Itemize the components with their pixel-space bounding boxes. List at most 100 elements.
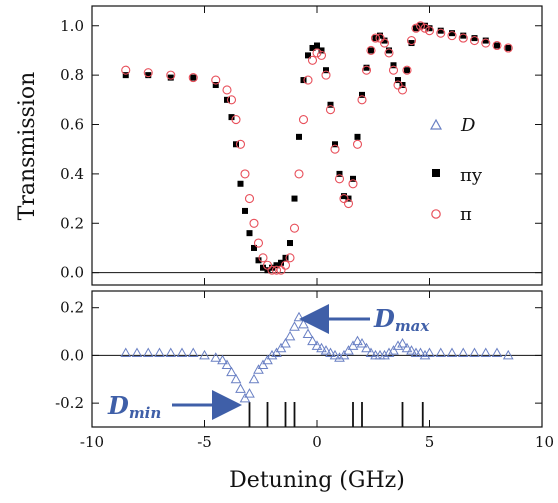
marker-pi-y — [327, 101, 334, 108]
marker-pi-y — [332, 141, 338, 148]
marker-d — [217, 354, 228, 365]
marker-pi-y — [482, 37, 489, 44]
marker-d — [329, 349, 341, 360]
marker-d — [388, 345, 399, 355]
marker-pi-y — [449, 30, 455, 37]
marker-d — [480, 347, 492, 358]
marker-d — [302, 328, 314, 338]
marker-pi-y — [309, 44, 316, 51]
bottom-y-tick-label: 0.0 — [60, 346, 84, 364]
marker-pi-y — [336, 170, 343, 177]
marker-pi — [276, 265, 286, 275]
marker-d — [334, 352, 345, 362]
marker-pi — [307, 55, 318, 65]
marker-pi-y — [381, 37, 388, 44]
legend-item-pi-y: πy — [432, 165, 483, 186]
marker-pi — [503, 43, 513, 53]
annotation-dmin: Dmin — [107, 390, 242, 422]
marker-pi — [481, 38, 491, 48]
bottom-panel: -0.2 0.0 0.2 -10 -5 0 5 10 Dmax Dmin Detuning (… — [55, 290, 554, 493]
marker-pi-y — [323, 67, 329, 74]
bottom-x-tick-label: 0 — [312, 433, 322, 451]
annotation-dmax-label: Dmax — [373, 304, 430, 335]
marker-d — [280, 337, 291, 348]
marker-d — [199, 349, 210, 360]
marker-pi-y — [359, 91, 365, 98]
marker-pi-y — [305, 52, 311, 59]
marker-d — [271, 347, 282, 358]
marker-pi — [352, 139, 363, 149]
top-panel: 0.0 0.2 0.4 0.6 0.8 1.0 Transmission D πy π — [15, 5, 543, 286]
marker-pi — [330, 144, 340, 154]
marker-d — [311, 340, 323, 350]
marker-pi — [458, 33, 468, 43]
marker-pi-y — [255, 257, 262, 264]
marker-pi — [397, 85, 408, 95]
marker-d — [446, 347, 458, 358]
marker-pi — [406, 36, 417, 46]
marker-d — [352, 335, 363, 346]
legend-marker-circle — [431, 209, 441, 219]
marker-pi-y — [505, 44, 512, 51]
marker-pi-y — [341, 193, 347, 200]
marker-pi — [361, 65, 372, 75]
legend-marker-square — [432, 169, 440, 177]
marker-pi-y — [368, 47, 374, 54]
transition-lines — [248, 402, 424, 427]
marker-pi-y — [190, 74, 197, 81]
legend-item-d: D — [429, 115, 476, 136]
marker-pi — [469, 36, 480, 46]
marker-d — [289, 321, 300, 331]
marker-pi-y — [251, 244, 257, 251]
marker-d — [491, 347, 503, 358]
marker-pi — [325, 105, 336, 115]
top-y-tick-label: 0.2 — [60, 214, 84, 232]
marker-pi — [375, 33, 385, 43]
marker-d — [356, 337, 368, 348]
top-axes: 0.0 0.2 0.4 0.6 0.8 1.0 — [60, 6, 543, 285]
marker-d — [266, 349, 278, 360]
marker-pi-y — [471, 35, 478, 42]
marker-d — [457, 347, 469, 358]
marker-d — [379, 349, 390, 360]
marker-d — [316, 342, 327, 353]
marker-pi — [271, 265, 282, 275]
marker-pi — [312, 48, 322, 58]
marker-pi — [166, 70, 176, 80]
marker-d — [176, 347, 188, 358]
marker-pi-y — [314, 42, 320, 49]
marker-d — [230, 373, 242, 384]
marker-pi — [388, 65, 399, 75]
marker-pi — [357, 95, 367, 105]
marker-d — [320, 345, 332, 355]
marker-pi — [348, 179, 358, 189]
marker-pi — [339, 194, 349, 204]
marker-pi-y — [390, 62, 397, 69]
marker-pi — [424, 26, 435, 36]
marker-pi — [420, 23, 430, 33]
marker-d — [325, 347, 336, 358]
marker-pi — [211, 75, 221, 85]
bottom-x-tick-label: 10 — [535, 433, 554, 451]
marker-d — [142, 347, 154, 358]
marker-pi-y — [408, 40, 415, 47]
marker-d — [131, 347, 143, 358]
marker-pi — [222, 85, 232, 95]
top-y-tick-label: 0.0 — [60, 264, 84, 282]
marker-d — [419, 349, 431, 360]
marker-pi-y — [395, 77, 401, 84]
marker-pi — [294, 169, 304, 179]
legend: D πy π — [429, 115, 483, 225]
marker-pi-y — [363, 64, 370, 71]
marker-d — [165, 347, 177, 358]
marker-pi — [253, 238, 264, 248]
marker-pi-y — [246, 230, 253, 237]
top-y-tick-label: 0.6 — [60, 116, 84, 134]
marker-pi-y — [350, 175, 356, 182]
marker-pi-y — [167, 74, 174, 81]
marker-pi — [411, 23, 421, 33]
bottom-x-tick-label: -5 — [197, 433, 212, 451]
marker-pi — [343, 198, 354, 209]
marker-pi-y — [228, 114, 235, 121]
marker-d — [347, 340, 359, 350]
